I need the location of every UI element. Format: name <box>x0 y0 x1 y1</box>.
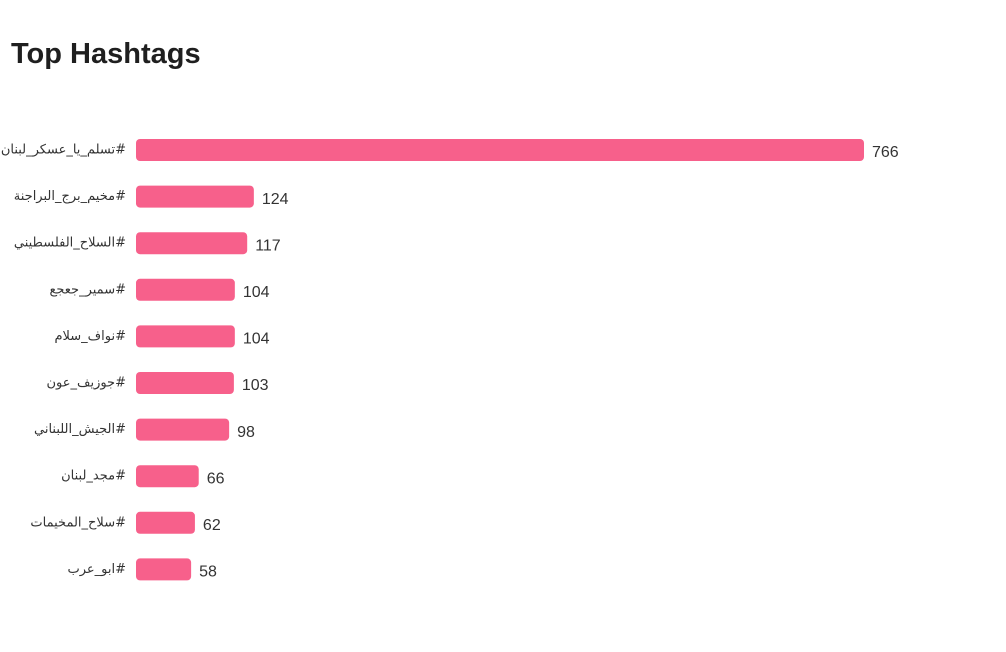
category-label-8: مجد_لبنان# <box>61 469 126 484</box>
bar-5[interactable] <box>136 325 235 348</box>
category-label-7: الجيش_اللبناني# <box>34 422 126 437</box>
value-label-2: 124 <box>262 191 289 208</box>
value-label-7: 98 <box>237 424 255 441</box>
bar-1[interactable] <box>136 139 864 161</box>
value-label-3: 117 <box>255 237 281 254</box>
category-label-2: مخيم_برج_البراجنة# <box>14 189 126 204</box>
value-label-4: 104 <box>243 284 270 301</box>
bar-3[interactable] <box>136 232 248 255</box>
category-label-1: تسلم_يا_عسكر_لبنان# <box>1 143 126 158</box>
bar-7[interactable] <box>136 418 230 441</box>
value-label-6: 103 <box>242 377 269 394</box>
value-label-9: 62 <box>203 517 221 534</box>
category-label-10: ابو_عرب# <box>67 562 126 577</box>
chart-title: Top Hashtags <box>11 38 201 70</box>
category-label-4: سمير_جعجع# <box>49 282 126 297</box>
category-label-3: السلاح_الفلسطيني# <box>14 236 126 251</box>
value-label-1: 766 <box>872 144 899 161</box>
value-label-10: 58 <box>199 564 217 581</box>
bar-8[interactable] <box>136 465 199 488</box>
category-label-5: نواف_سلام# <box>54 329 126 344</box>
category-label-6: جوزيف_عون# <box>46 376 126 391</box>
category-label-9: سلاح_المخيمات# <box>30 515 126 530</box>
value-label-5: 104 <box>243 331 270 348</box>
bar-10[interactable] <box>136 558 192 581</box>
bar-6[interactable] <box>136 372 234 394</box>
bar-9[interactable] <box>136 511 195 534</box>
value-label-8: 66 <box>207 470 225 487</box>
bar-4[interactable] <box>136 278 235 301</box>
bar-2[interactable] <box>136 185 254 208</box>
